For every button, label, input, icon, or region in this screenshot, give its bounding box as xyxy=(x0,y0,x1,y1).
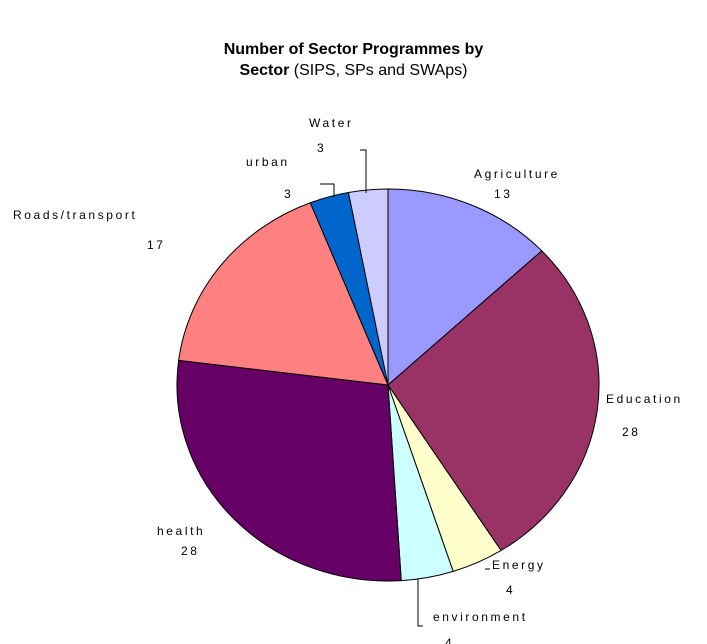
chart-title-rest: (SIPS, SPs and SWAps) xyxy=(293,62,468,79)
chart-title-line-2: Sector (SIPS, SPs and SWAps) xyxy=(0,61,707,81)
leader-line xyxy=(360,149,367,193)
chart-title-bold-2: Sector xyxy=(239,62,290,79)
chart-title-line-1: Number of Sector Programmes by xyxy=(0,40,707,60)
slice-label-name: health xyxy=(157,524,205,538)
slice-label-name: Education xyxy=(606,392,683,406)
slice-label-value: 28 xyxy=(622,425,641,439)
slice-label-value: 3 xyxy=(317,141,326,155)
slice-label-value: 17 xyxy=(147,238,166,252)
slice-label-value: 4 xyxy=(445,636,454,644)
pie-slice-health xyxy=(176,359,402,582)
slice-label-name: urban xyxy=(246,155,290,169)
chart-title-bold-1: Number of Sector Programmes by xyxy=(223,41,484,58)
pie-slice-agriculture xyxy=(387,188,543,387)
leader-line xyxy=(320,183,335,197)
slice-label-name: Water xyxy=(309,116,354,130)
slice-labels: Agriculture 13 Education 28 Energy 4 environme… xyxy=(13,116,683,644)
slice-label-value: 13 xyxy=(494,187,513,201)
slice-label-value: 3 xyxy=(284,187,293,201)
leader-lines xyxy=(320,149,490,627)
leader-line xyxy=(417,579,423,627)
slice-label-value: 28 xyxy=(181,544,200,558)
slice-label-name: environment xyxy=(433,610,528,624)
slice-label-name: Agriculture xyxy=(474,167,560,181)
slice-label-name: Roads/transport xyxy=(13,208,137,222)
pie-slices xyxy=(176,188,600,582)
pie-slice-water xyxy=(347,188,389,386)
slice-label-name: Energy xyxy=(492,558,546,572)
pie-slice-education xyxy=(387,250,600,552)
pie-slice-roads-transport xyxy=(178,202,389,386)
slice-label-value: 4 xyxy=(506,583,515,597)
